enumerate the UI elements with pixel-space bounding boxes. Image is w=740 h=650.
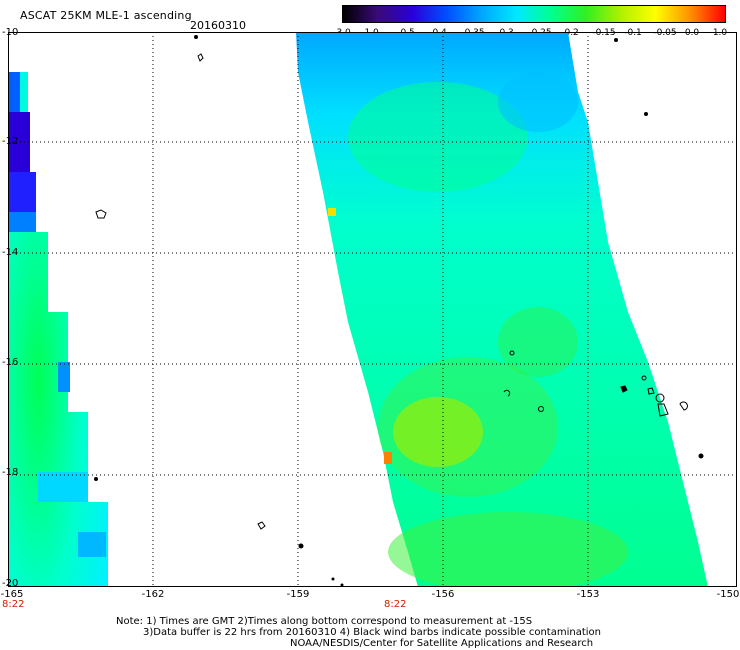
lat-label: -20 (2, 578, 19, 589)
lat-label: -12 (2, 136, 19, 147)
lon-label: -165 (0, 589, 24, 600)
lon-label: -159 (286, 589, 310, 600)
map-canvas (8, 32, 737, 587)
lat-label: -18 (2, 467, 19, 478)
graticule (8, 32, 737, 587)
time-label: 8:22 (2, 599, 25, 610)
main-swath (296, 32, 708, 587)
left-swath (8, 72, 108, 587)
lon-label: -162 (141, 589, 165, 600)
lon-label: -153 (576, 589, 600, 600)
map-date: 20160310 (190, 19, 246, 32)
lat-label: -16 (2, 357, 19, 368)
time-label: 8:22 (384, 599, 407, 610)
footer-note-3: NOAA/NESDIS/Center for Satellite Applica… (290, 638, 594, 649)
lat-label: -10 (2, 27, 19, 38)
lat-label: -14 (2, 247, 19, 258)
colorbar (342, 5, 726, 23)
footer-note-1: Note: 1) Times are GMT 2)Times along bot… (116, 616, 533, 627)
island-outlines (94, 35, 704, 587)
lon-label: -156 (431, 589, 455, 600)
lon-label: -150 (716, 589, 740, 600)
map-title: ASCAT 25KM MLE-1 ascending (20, 9, 192, 22)
colorbar-gradient (343, 6, 725, 22)
footer-note-2: 3)Data buffer is 22 hrs from 20160310 4)… (143, 627, 601, 638)
